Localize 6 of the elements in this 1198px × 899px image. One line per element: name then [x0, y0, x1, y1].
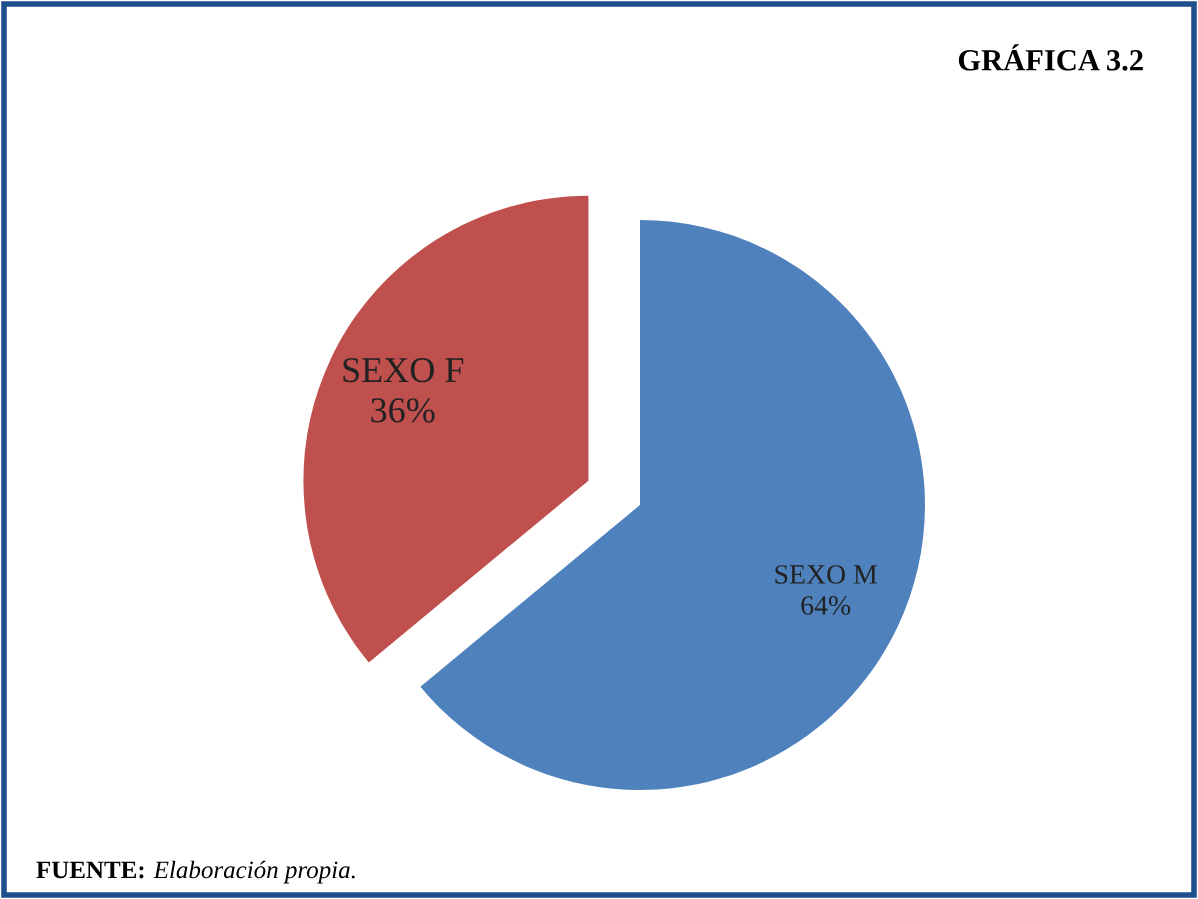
slice-label: SEXO M [775, 565, 877, 584]
data-label: 36% [371, 398, 435, 423]
slice-label: SEXO F [343, 358, 464, 383]
text: GRÁFICA 3.2 [958, 44, 1143, 71]
source-note: FUENTE: Elaboración propia. [36, 860, 355, 884]
data-label: 64% [801, 596, 851, 615]
